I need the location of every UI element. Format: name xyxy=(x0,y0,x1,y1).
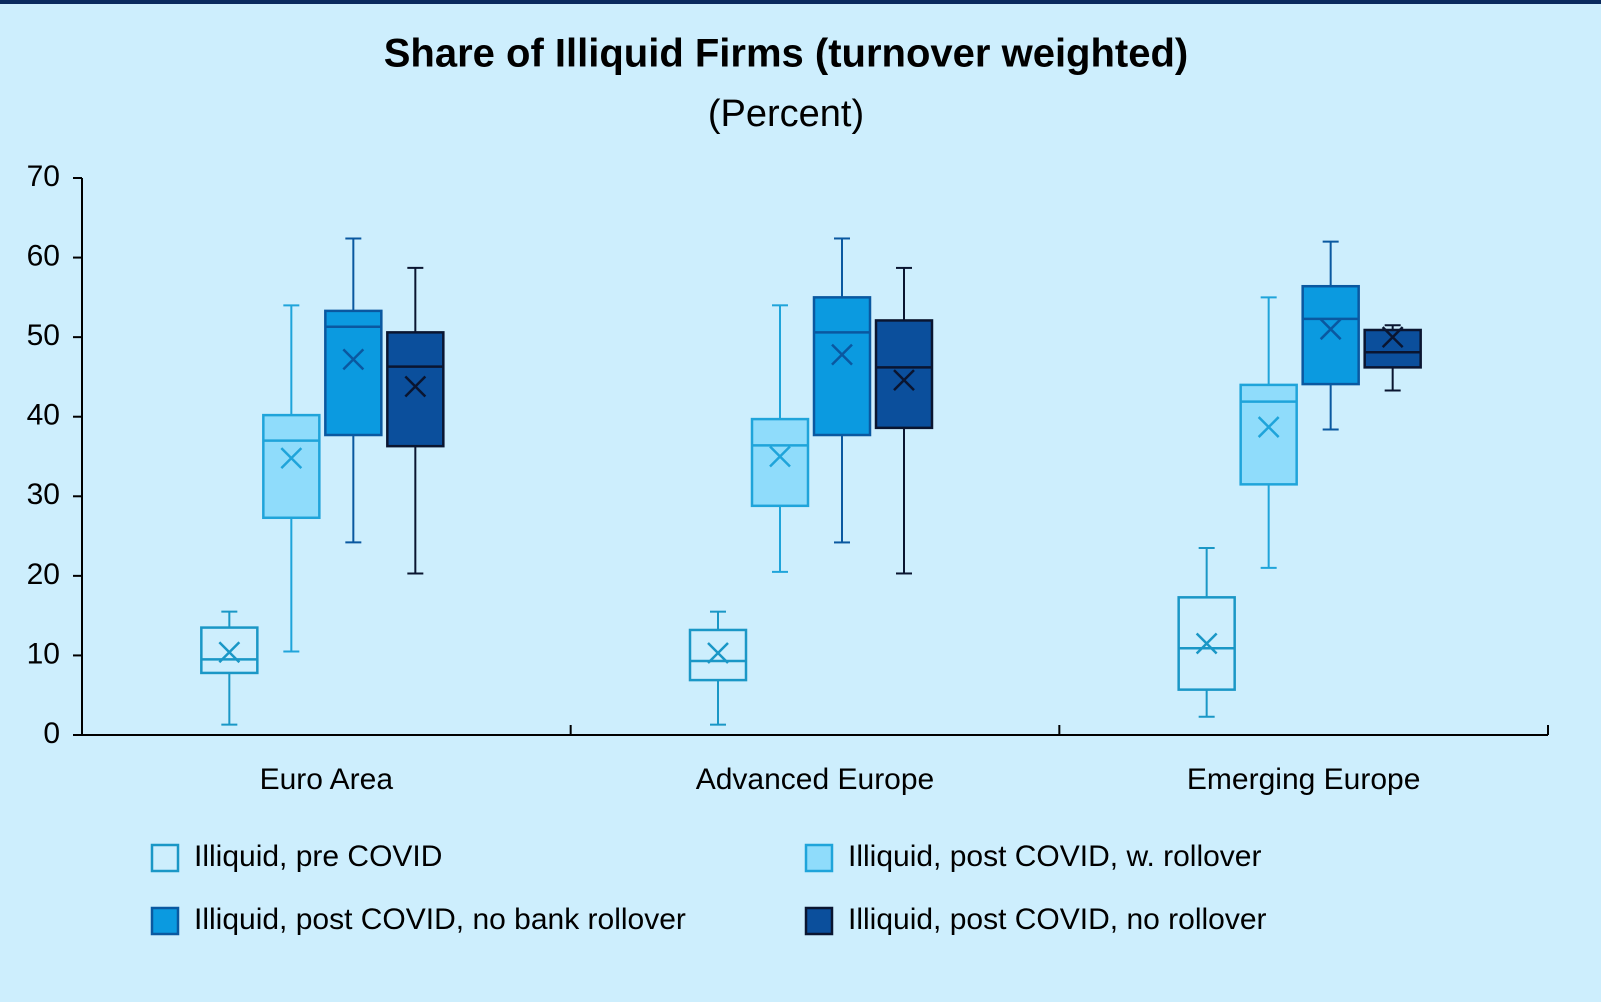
y-tick-label: 10 xyxy=(27,637,60,670)
mean-marker xyxy=(342,348,365,371)
mean-marker xyxy=(280,447,303,469)
y-tick-label: 40 xyxy=(27,399,60,432)
box xyxy=(750,417,810,508)
box xyxy=(262,413,321,520)
mean-marker xyxy=(1195,632,1218,655)
legend-label: Illiquid, pre COVID xyxy=(194,840,442,873)
legend-swatch xyxy=(804,906,834,936)
box xyxy=(1239,383,1298,486)
box xyxy=(812,296,872,437)
mean-marker xyxy=(707,642,729,664)
x-tick-label: Euro Area xyxy=(260,763,394,796)
mean-marker xyxy=(1257,416,1280,438)
mean-marker xyxy=(831,343,853,366)
legend-swatch xyxy=(804,843,834,873)
mean-marker xyxy=(1381,326,1404,349)
mean-marker xyxy=(1319,318,1342,341)
legend-label: Illiquid, post COVID, w. rollover xyxy=(848,840,1261,873)
legend-label: Illiquid, post COVID, no bank rollover xyxy=(194,903,686,936)
mean-marker xyxy=(404,375,427,398)
mean-marker xyxy=(893,369,915,391)
box xyxy=(1177,596,1236,691)
chart-subtitle: (Percent) xyxy=(708,93,864,135)
y-tick-label: 0 xyxy=(43,717,60,750)
box xyxy=(874,319,934,430)
legend-swatch xyxy=(150,906,180,936)
y-tick-label: 60 xyxy=(27,239,60,272)
x-tick-label: Advanced Europe xyxy=(696,763,935,796)
y-tick-label: 30 xyxy=(27,478,60,511)
box xyxy=(688,628,748,682)
legend-label: Illiquid, post COVID, no rollover xyxy=(848,903,1267,936)
y-tick-label: 70 xyxy=(27,160,60,193)
box xyxy=(1301,284,1360,386)
mean-marker xyxy=(769,445,791,468)
y-tick-label: 20 xyxy=(27,558,60,591)
box xyxy=(324,309,383,437)
box xyxy=(200,626,259,675)
top-border xyxy=(0,0,1601,4)
mean-marker xyxy=(218,641,241,664)
x-tick-label: Emerging Europe xyxy=(1187,763,1420,796)
box xyxy=(386,331,445,448)
y-tick-label: 50 xyxy=(27,319,60,352)
legend-swatch xyxy=(150,843,180,873)
chart-title: Share of Illiquid Firms (turnover weight… xyxy=(384,32,1189,76)
